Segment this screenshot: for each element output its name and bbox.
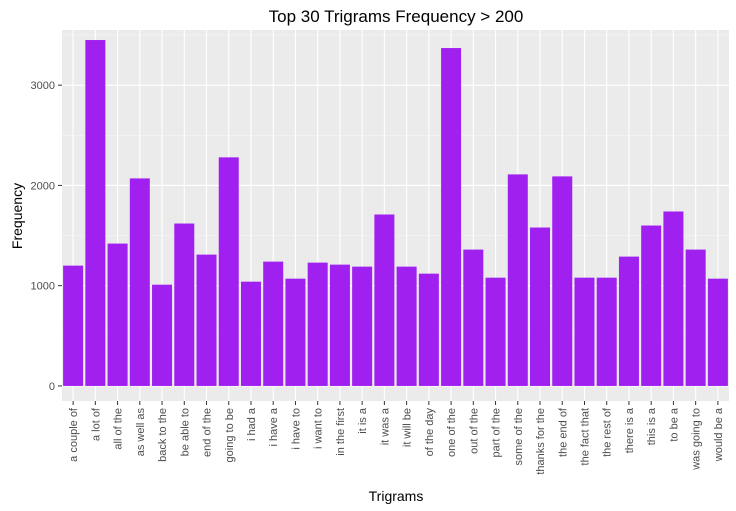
bar <box>396 266 417 386</box>
x-axis-title: Trigrams <box>369 488 424 504</box>
bar <box>663 211 684 386</box>
bar <box>685 249 706 386</box>
x-tick-label: out of the <box>468 408 480 454</box>
x-tick-label: the rest of <box>602 407 614 457</box>
x-tick-label: the fact that <box>579 408 591 465</box>
bar <box>152 284 173 386</box>
x-tick-label: one of the <box>446 408 458 457</box>
bar <box>552 176 573 386</box>
bar <box>618 256 639 386</box>
x-tick-label: this is a <box>646 407 658 445</box>
y-tick-label: 0 <box>49 381 55 393</box>
bar <box>129 178 150 386</box>
x-tick-label: there is a <box>624 407 636 453</box>
bar <box>707 278 728 386</box>
bar <box>441 48 462 386</box>
bar <box>218 157 239 386</box>
x-tick-label: it was a <box>379 407 391 445</box>
x-tick-label: back to the <box>157 408 169 462</box>
y-tick-label: 3000 <box>31 80 55 92</box>
x-tick-label: i had a <box>246 407 258 441</box>
x-tick-label: i have to <box>290 408 302 450</box>
bar <box>418 273 439 386</box>
bar <box>352 266 373 386</box>
x-tick-label: all of the <box>113 408 125 450</box>
y-tick-label: 2000 <box>31 180 55 192</box>
bar <box>530 227 551 386</box>
bar <box>507 174 528 386</box>
y-axis: 0 1000 2000 3000 <box>31 80 62 393</box>
x-tick-label: thanks for the <box>535 408 547 475</box>
bar <box>174 223 195 386</box>
bar <box>329 264 350 386</box>
x-tick-label: was going to <box>691 408 703 471</box>
x-tick-label: going to be <box>224 408 236 462</box>
bar <box>574 277 595 386</box>
x-tick-label: to be a <box>668 407 680 442</box>
bar <box>240 281 261 386</box>
x-tick-label: i want to <box>313 408 325 449</box>
bar <box>85 40 106 386</box>
bar <box>263 261 284 386</box>
bar <box>307 262 328 386</box>
bar <box>285 278 306 386</box>
x-tick-label: be able to <box>179 408 191 456</box>
x-tick-label: i have a <box>268 407 280 446</box>
bar <box>107 243 128 386</box>
y-tick-label: 1000 <box>31 281 55 293</box>
bars-group <box>63 40 728 386</box>
x-tick-label: as well as <box>135 408 147 457</box>
x-axis: a couple of a lot of all of the as well as b… <box>68 401 725 475</box>
x-tick-label: some of the <box>513 408 525 465</box>
x-tick-label: it will be <box>402 408 414 447</box>
bar <box>374 214 395 386</box>
bar <box>485 277 506 386</box>
x-tick-label: end of the <box>202 408 214 457</box>
bar <box>463 249 484 386</box>
bar <box>63 265 84 386</box>
y-axis-title: Frequency <box>9 183 25 249</box>
x-tick-label: a lot of <box>90 407 102 441</box>
x-tick-label: of the day <box>424 408 436 457</box>
x-tick-label: it is a <box>357 407 369 434</box>
x-tick-label: the end of <box>557 407 569 457</box>
x-tick-label: in the first <box>335 408 347 456</box>
x-tick-label: a couple of <box>68 407 80 462</box>
bar <box>596 277 617 386</box>
chart-title: Top 30 Trigrams Frequency > 200 <box>269 7 524 26</box>
bar <box>641 225 662 386</box>
plot-panel <box>62 30 729 401</box>
bar <box>196 254 217 386</box>
x-tick-label: would be a <box>713 407 725 462</box>
x-tick-label: part of the <box>491 408 503 458</box>
